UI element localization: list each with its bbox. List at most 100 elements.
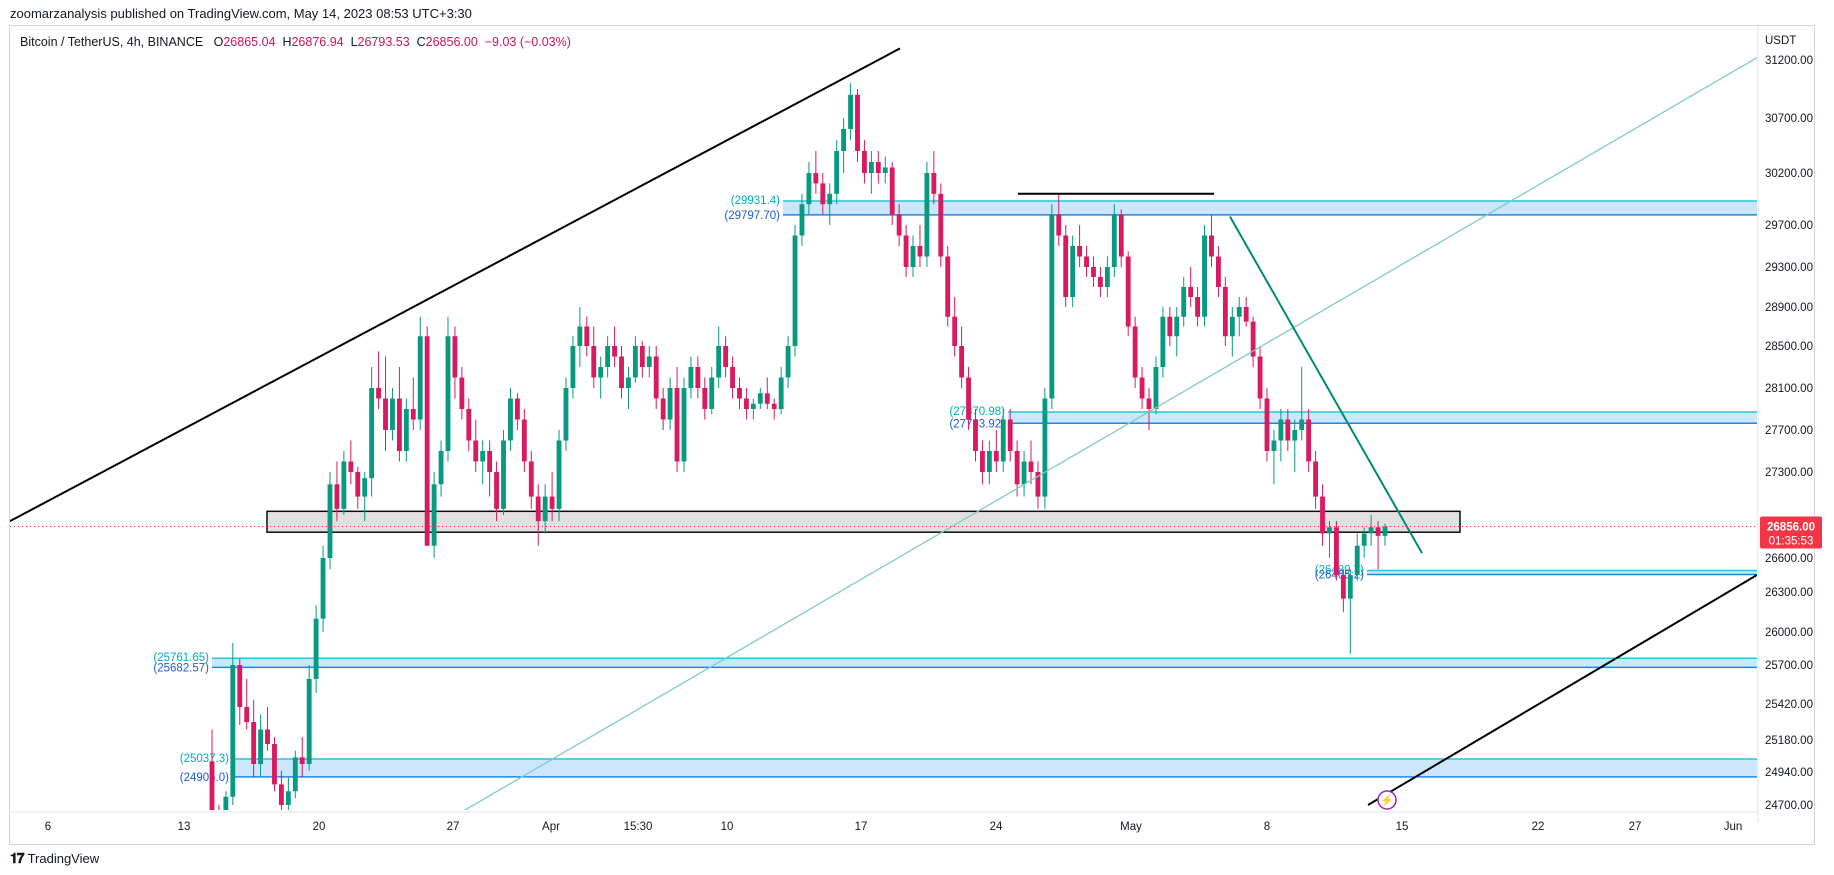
- candle-body: [327, 484, 333, 558]
- candle-body: [1368, 527, 1374, 534]
- candle-body: [1229, 316, 1235, 337]
- candle-body: [966, 377, 971, 420]
- candle-body: [480, 451, 486, 462]
- price-tick: 30700.00: [1765, 113, 1813, 125]
- candle-body: [1243, 307, 1249, 322]
- time-tick: 10: [721, 821, 734, 833]
- legend-low-value: 26793.53: [357, 35, 410, 49]
- candle-body: [1077, 246, 1083, 257]
- candle-body: [1222, 287, 1228, 337]
- zone-label: (24905.0): [180, 772, 229, 784]
- price-tick: 30200.00: [1765, 168, 1813, 180]
- candle-body: [702, 388, 708, 409]
- candle-body: [223, 796, 229, 810]
- candle-body: [494, 472, 500, 509]
- candle-body: [251, 722, 257, 764]
- candle-body: [924, 173, 930, 257]
- candle-body: [292, 757, 298, 792]
- time-tick: 20: [313, 821, 326, 833]
- candle-body: [1215, 256, 1221, 287]
- candle-body: [778, 377, 784, 409]
- candle-body: [1257, 356, 1263, 399]
- candle-body: [841, 129, 847, 151]
- candle-body: [341, 461, 347, 509]
- time-tick: 27: [447, 821, 460, 833]
- candle-body: [931, 173, 937, 194]
- candle-body: [1091, 267, 1096, 277]
- candle-body: [667, 388, 673, 420]
- candle-body: [1313, 461, 1319, 497]
- candle-body: [1209, 235, 1214, 257]
- candle-body: [1382, 526, 1388, 536]
- candle-body: [1167, 316, 1173, 337]
- candle-body: [785, 346, 791, 378]
- candle-body: [237, 665, 243, 707]
- candle-body: [875, 162, 881, 173]
- candle-body: [431, 484, 437, 546]
- price-tick: 26000.00: [1765, 627, 1813, 639]
- price-tick: 31200.00: [1765, 55, 1813, 67]
- candle-body: [792, 235, 798, 346]
- candle-body: [834, 151, 840, 194]
- candle-body: [459, 377, 465, 409]
- candle-body: [681, 388, 687, 462]
- candle-body: [1195, 297, 1201, 317]
- candle-body: [952, 316, 958, 346]
- candle-body: [396, 398, 402, 451]
- candle-body: [528, 461, 534, 497]
- candle-body: [1354, 545, 1360, 575]
- candle-body: [1299, 419, 1305, 430]
- candle-body: [973, 419, 978, 451]
- candle-body: [410, 409, 416, 420]
- candle-body: [959, 346, 965, 378]
- candle-body: [632, 346, 638, 378]
- symbol-legend[interactable]: Bitcoin / TetherUS, 4h, BINANCE O26865.0…: [18, 34, 573, 50]
- candle-body: [265, 729, 270, 744]
- candle-body: [848, 94, 853, 129]
- candle-body: [1139, 377, 1145, 399]
- price-tick: 25700.00: [1765, 660, 1813, 672]
- price-tick: 25420.00: [1765, 699, 1813, 711]
- candle-body: [272, 744, 277, 785]
- price-tick: 27700.00: [1765, 425, 1813, 437]
- legend-symbol: Bitcoin / TetherUS, 4h, BINANCE: [20, 35, 204, 49]
- legend-close-label: C: [416, 35, 426, 49]
- candle-body: [737, 388, 742, 399]
- price-chart[interactable]: (29931.4)(29797.70)(27870.98)(27763.92)(…: [0, 0, 1834, 850]
- candle-body: [487, 451, 493, 472]
- zone-pivot-box: [266, 510, 1461, 533]
- candle-body: [299, 757, 305, 764]
- candle-body: [209, 761, 215, 810]
- candle-body: [1063, 235, 1069, 297]
- legend-open-value: 26865.04: [223, 35, 276, 49]
- candle-body: [334, 484, 340, 509]
- time-tick: Jun: [1724, 821, 1743, 833]
- candle-body: [806, 173, 812, 205]
- candle-body: [577, 326, 583, 346]
- candle-body: [383, 398, 388, 430]
- candle-body: [285, 791, 291, 805]
- lower-channel-line: [1367, 574, 1757, 806]
- candle-body: [862, 151, 867, 173]
- candle-body: [1160, 316, 1166, 367]
- zone-label: (29797.70): [724, 210, 780, 222]
- candle-body: [1035, 472, 1041, 497]
- candle-body: [1361, 533, 1367, 546]
- candle-body: [417, 336, 423, 420]
- candle-body: [1340, 575, 1346, 599]
- light-trend-line: [463, 57, 1757, 810]
- price-tick: 25180.00: [1765, 735, 1813, 747]
- candle-body: [744, 398, 749, 409]
- candle-body: [646, 356, 652, 367]
- candle-body: [730, 367, 735, 388]
- candle-body: [514, 398, 520, 420]
- zone-support-near: [1367, 570, 1757, 575]
- candle-body: [639, 346, 645, 367]
- candle-body: [1049, 214, 1055, 399]
- legend-high-label: H: [282, 35, 292, 49]
- candle-body: [403, 409, 409, 451]
- time-tick: 22: [1532, 821, 1545, 833]
- last-price-tag: [1760, 516, 1822, 549]
- time-tick: 8: [1264, 821, 1270, 833]
- zone-label: (25037.3): [180, 753, 229, 765]
